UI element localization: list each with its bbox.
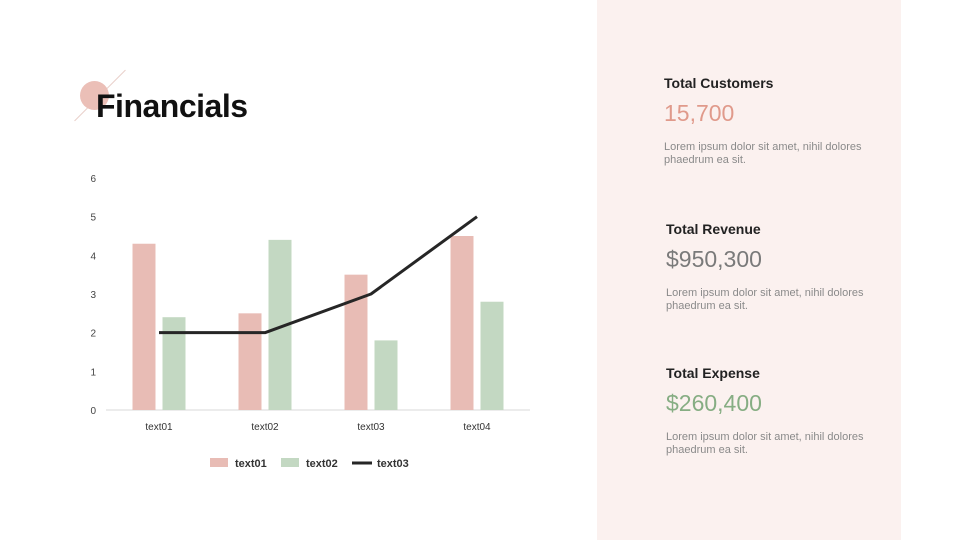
stats-panel: Total Customers 15,700 Lorem ipsum dolor…	[597, 0, 901, 540]
bar-text02-text01	[162, 317, 186, 410]
legend-label-text03: text03	[377, 458, 409, 470]
y-tick-label: 0	[90, 406, 96, 417]
stat-label: Total Revenue	[666, 221, 761, 237]
x-tick-label: text01	[145, 422, 173, 433]
legend-label-text02: text02	[306, 458, 338, 470]
y-tick-label: 3	[90, 290, 96, 301]
x-tick-label: text04	[463, 422, 491, 433]
bar-text01-text04	[450, 236, 474, 410]
y-tick-label: 2	[90, 329, 96, 340]
legend-label-text01: text01	[235, 458, 267, 470]
bar-text01-text01	[132, 243, 156, 410]
y-tick-label: 4	[90, 251, 96, 262]
x-tick-label: text02	[251, 422, 279, 433]
y-tick-label: 5	[90, 213, 96, 224]
stat-description: Lorem ipsum dolor sit amet, nihil dolore…	[666, 287, 864, 312]
y-tick-label: 6	[90, 174, 96, 185]
bar-text01-text02	[238, 313, 262, 410]
stat-description: Lorem ipsum dolor sit amet, nihil dolore…	[664, 141, 862, 166]
stat-description: Lorem ipsum dolor sit amet, nihil dolore…	[666, 431, 864, 456]
financials-chart: 0 1 2 3 4 5 6 text01 text02 text03 text04 text01 tex…	[60, 160, 550, 480]
page-title: Financials	[96, 88, 248, 124]
stat-value: $260,400	[666, 390, 762, 416]
legend-swatch-text01	[210, 458, 228, 467]
stat-value: $950,300	[666, 246, 762, 272]
x-tick-label: text03	[357, 422, 385, 433]
stat-label: Total Customers	[664, 75, 774, 91]
legend-swatch-text02	[281, 458, 299, 467]
bar-text01-text03	[344, 274, 368, 410]
bar-text02-text03	[374, 340, 398, 410]
stat-label: Total Expense	[666, 365, 760, 381]
bar-text02-text02	[268, 239, 292, 410]
y-tick-label: 1	[90, 367, 96, 378]
stat-value: 15,700	[664, 100, 735, 126]
line-series-text03	[159, 215, 478, 335]
bar-text02-text04	[480, 301, 504, 410]
chart-canvas: 0 1 2 3 4 5 6 text01 text02 text03 text04 text01 tex…	[90, 174, 530, 470]
decorative-circle	[80, 81, 109, 110]
